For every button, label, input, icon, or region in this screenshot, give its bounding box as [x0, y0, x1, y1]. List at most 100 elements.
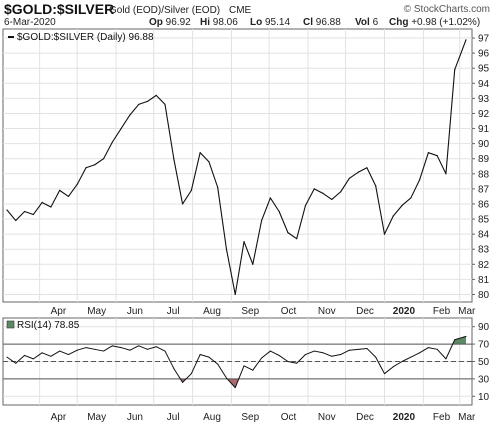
stat-value: 96.88	[316, 17, 341, 28]
rsi-point	[419, 352, 421, 354]
rsi-point	[146, 348, 148, 350]
rsi-point	[120, 347, 122, 349]
price-point	[102, 158, 105, 160]
price-stats-row: Op 96.92 Hi 98.06 Lo 95.14 Cl 96.88 Vol 6 Chg…	[149, 17, 480, 28]
price-point	[15, 219, 17, 222]
stat-label: Cl	[303, 17, 316, 28]
price-legend: $GOLD:$SILVER (Daily) 96.88	[17, 32, 154, 43]
price-point	[278, 210, 280, 213]
rsi-point	[304, 354, 306, 356]
price-panel: 80 81 82 83 84 85 86 87 88 89 90 91 92 93 94 95 96 97 $GOL…	[2, 28, 490, 303]
price-point	[225, 248, 228, 250]
rsi-month-label: Dec	[356, 412, 374, 423]
price-point	[427, 152, 429, 154]
y-tick-label: 87	[478, 184, 490, 195]
price-point	[41, 201, 43, 204]
price-point	[304, 204, 307, 207]
rsi-point	[296, 362, 298, 364]
rsi-point	[32, 358, 34, 360]
rsi-point	[217, 363, 219, 365]
y-tick-label: 89	[478, 154, 490, 165]
rsi-month-label: Jun	[127, 412, 143, 423]
rsi-point	[322, 352, 324, 354]
price-point	[67, 195, 70, 198]
rsi-point	[182, 381, 184, 383]
y-tick-label: 86	[478, 199, 490, 210]
price-point	[190, 189, 192, 191]
rsi-point	[85, 347, 87, 349]
price-month-label: Jun	[127, 306, 143, 317]
rsi-point	[50, 355, 52, 357]
price-point	[23, 210, 26, 213]
price-month-label: Jul	[167, 306, 180, 317]
stat-label: Op	[149, 17, 166, 28]
stat-lo: Lo 95.14	[250, 17, 290, 28]
price-month-label: Sep	[241, 306, 259, 317]
chart-description: Gold (EOD)/Silver (EOD)	[109, 5, 220, 16]
price-point	[339, 191, 342, 193]
rsi-point	[375, 356, 377, 358]
y-tick-label: 82	[478, 260, 490, 271]
stat-label: Chg	[389, 17, 411, 28]
rsi-point	[164, 350, 166, 352]
rsi-point	[155, 346, 157, 348]
price-point	[260, 219, 263, 222]
price-point	[383, 233, 386, 235]
price-point	[375, 185, 377, 187]
y-tick-label: 93	[478, 94, 490, 105]
stat-value: 95.14	[265, 17, 290, 28]
rsi-point	[208, 356, 210, 358]
y-tick-label: 88	[478, 169, 490, 180]
price-point	[173, 158, 175, 160]
price-point	[313, 188, 315, 190]
stat-cl: Cl 96.88	[303, 17, 341, 28]
price-point	[287, 232, 289, 234]
price-point	[181, 203, 184, 205]
price-point	[146, 100, 149, 102]
rsi-point	[383, 373, 385, 375]
price-month-label: Oct	[281, 306, 297, 317]
price-point	[6, 209, 8, 211]
rsi-point	[103, 350, 105, 352]
rsi-point	[24, 354, 26, 356]
rsi-point	[401, 361, 403, 362]
price-month-label: Aug	[203, 306, 221, 317]
price-point	[401, 204, 403, 207]
rsi-month-label: Jul	[167, 412, 180, 423]
price-point	[418, 179, 421, 181]
price-point	[120, 127, 122, 130]
rsi-point	[111, 345, 113, 347]
rsi-month-label: Aug	[203, 412, 221, 423]
price-point	[445, 173, 447, 175]
y-tick-label: 70	[478, 340, 490, 351]
price-point	[357, 171, 359, 173]
price-month-label: 2020	[393, 306, 416, 317]
rsi-point	[392, 366, 394, 368]
price-point	[410, 197, 412, 199]
price-point	[269, 197, 271, 199]
price-point	[76, 183, 78, 185]
y-tick-label: 90	[478, 322, 490, 333]
stat-value: +0.98 (+1.02%)	[411, 17, 480, 28]
price-month-label: Feb	[433, 306, 451, 317]
price-point	[164, 103, 166, 106]
rsi-point	[76, 349, 78, 351]
panel-frame	[2, 28, 473, 303]
price-point	[296, 238, 298, 240]
price-point	[392, 215, 394, 217]
rsi-point	[190, 373, 192, 375]
price-point	[129, 114, 131, 116]
price-point	[50, 206, 52, 208]
rsi-point	[199, 354, 201, 356]
price-month-label: Nov	[318, 306, 336, 317]
rsi-point	[436, 348, 438, 350]
rsi-point	[340, 354, 342, 356]
price-point	[243, 241, 245, 243]
rsi-point	[129, 349, 131, 351]
rsi-point	[243, 365, 245, 367]
rsi-point	[287, 361, 289, 362]
rsi-point	[465, 335, 467, 337]
price-month-label: Mar	[458, 306, 476, 317]
